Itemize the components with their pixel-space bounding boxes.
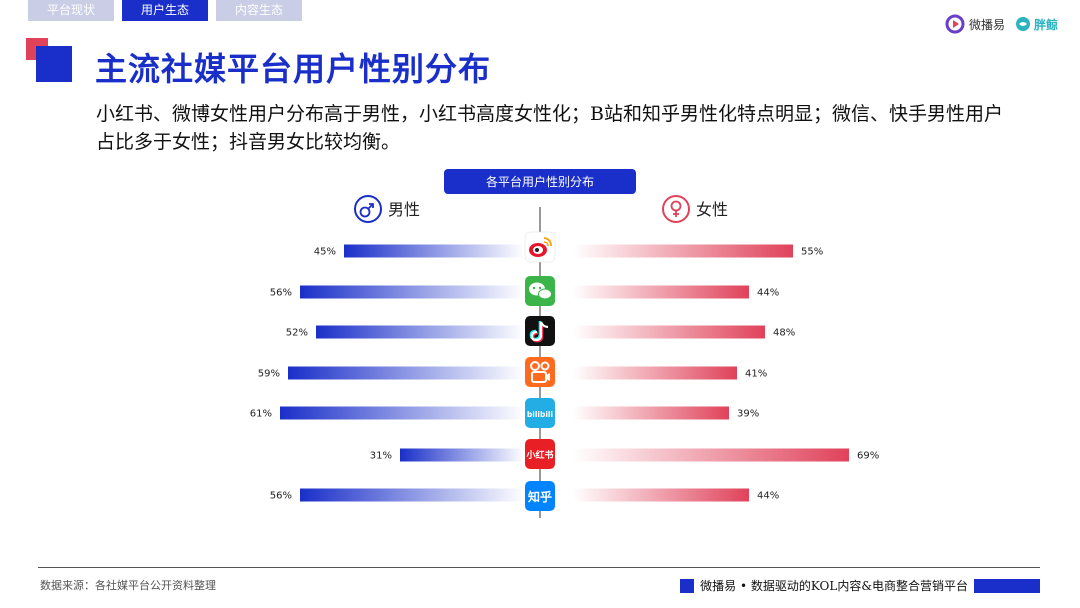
male-icon [359, 203, 374, 218]
weiboyi-logo: 微播易 [945, 14, 1005, 34]
male-bar-2 [316, 325, 524, 339]
female-value-label-4: 39% [737, 409, 759, 420]
male-value-label-6: 56% [270, 491, 292, 502]
male-bar-4 [280, 406, 524, 420]
female-bar-5 [573, 448, 849, 462]
page-title: 主流社媒平台用户性别分布 [95, 50, 492, 88]
male-value-label-1: 56% [270, 288, 292, 299]
male-bar-1 [300, 285, 524, 299]
chart-title-pill [444, 169, 636, 194]
female-legend: 女性 [662, 195, 728, 223]
pangjing-logo: 胖鲸 [1015, 16, 1058, 33]
female-bar-0 [573, 244, 793, 258]
female-bar-4 [573, 406, 729, 420]
female-icon [670, 200, 682, 217]
footer-divider [38, 567, 1040, 568]
platform-icons: bilibili 小红书 知乎 [524, 231, 556, 511]
weibo-icon [524, 231, 556, 263]
footer-bar [974, 578, 1040, 593]
brand-logos: 微播易 胖鲸 [945, 14, 1058, 34]
female-bar-3 [573, 366, 737, 380]
female-value-label-0: 55% [801, 247, 823, 258]
title-decoration-blue [36, 46, 72, 82]
female-bar-6 [573, 488, 749, 502]
kuaishou-icon [525, 357, 555, 387]
male-bar-6 [300, 488, 524, 502]
data-source: 数据来源：各社媒平台公开资料整理 [40, 579, 216, 592]
weiboyi-logo-text: 微播易 [968, 17, 1005, 32]
male-value-label-5: 31% [370, 451, 392, 462]
tab-user-ecology[interactable]: 用户生态 [122, 0, 208, 21]
douyin-icon [525, 316, 555, 346]
wechat-icon [525, 276, 555, 306]
male-bar-3 [288, 366, 524, 380]
female-value-label-5: 69% [857, 451, 879, 462]
xiaohongshu-icon: 小红书 [525, 439, 555, 469]
female-bar-2 [573, 325, 765, 339]
female-legend-label: 女性 [696, 200, 728, 219]
male-icon-ring [354, 195, 382, 223]
bars-layer: 45% 55% 56% 44% 52% 48% 59% 41% 61% 39% 31% 69% 56% 4… [250, 244, 879, 502]
footer-square [680, 578, 695, 593]
female-value-label-1: 44% [757, 288, 779, 299]
male-value-label-3: 59% [258, 369, 280, 380]
zhihu-icon-label: 知乎 [527, 489, 552, 504]
male-legend: 男性 [354, 195, 420, 223]
xiaohongshu-icon-label: 小红书 [525, 449, 553, 461]
male-value-label-4: 61% [250, 409, 272, 420]
female-value-label-3: 41% [745, 369, 767, 380]
bilibili-icon: bilibili [525, 398, 555, 428]
female-value-label-2: 48% [773, 328, 795, 339]
weiboyi-logo-icon [945, 14, 965, 34]
bilibili-icon-label: bilibili [527, 410, 553, 419]
female-value-label-6: 44% [757, 491, 779, 502]
page-description: 小红书、微博女性用户分布高于男性，小红书高度女性化；B站和知乎男性化特点明显；微… [96, 103, 1003, 153]
pangjing-logo-icon [1015, 17, 1030, 31]
tab-platform-status[interactable]: 平台现状 [28, 0, 114, 21]
tab-content-ecology[interactable]: 内容生态 [216, 0, 302, 21]
male-value-label-0: 45% [314, 247, 336, 258]
zhihu-icon: 知乎 [525, 481, 555, 511]
footer-tagline: 微播易 • 数据驱动的KOL内容&电商整合营销平台 [680, 577, 1040, 594]
male-legend-label: 男性 [388, 200, 420, 219]
male-value-label-2: 52% [286, 328, 308, 339]
female-icon-ring [662, 195, 690, 223]
female-bar-1 [573, 285, 749, 299]
male-bar-0 [344, 244, 524, 258]
pangjing-logo-text: 胖鲸 [1033, 17, 1058, 32]
top-tabs: 平台现状 用户生态 内容生态 [28, 0, 302, 21]
chart-title: 各平台用户性别分布 [486, 174, 594, 189]
footer-tagline-text: 微播易 • 数据驱动的KOL内容&电商整合营销平台 [700, 579, 968, 593]
male-bar-5 [400, 448, 524, 462]
